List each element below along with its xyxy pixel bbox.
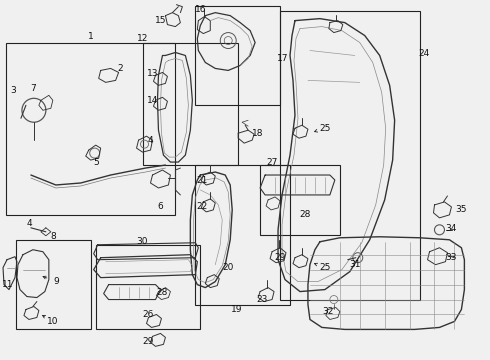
Text: 19: 19	[231, 305, 243, 314]
Text: 5: 5	[93, 158, 98, 167]
Text: 33: 33	[446, 253, 457, 262]
Text: 32: 32	[322, 307, 334, 316]
Text: 22: 22	[196, 202, 208, 211]
Text: 28: 28	[157, 288, 168, 297]
Text: 6: 6	[158, 202, 163, 211]
Text: 8: 8	[50, 232, 56, 241]
Text: 10: 10	[47, 317, 59, 326]
Text: 25: 25	[319, 124, 331, 133]
Text: 34: 34	[446, 224, 457, 233]
Text: 17: 17	[277, 54, 289, 63]
Text: 35: 35	[456, 206, 467, 215]
Text: 7: 7	[30, 84, 36, 93]
Text: 20: 20	[222, 263, 234, 272]
Bar	[16, 240, 91, 329]
Text: 29: 29	[274, 253, 286, 262]
Bar	[196, 165, 290, 305]
Bar	[280, 11, 419, 300]
Bar	[6, 42, 175, 215]
Text: 9: 9	[53, 277, 59, 286]
Text: 14: 14	[147, 96, 158, 105]
Text: 24: 24	[418, 49, 429, 58]
Text: 28: 28	[299, 210, 311, 219]
Text: 18: 18	[252, 129, 264, 138]
Bar	[196, 6, 280, 105]
Text: 27: 27	[267, 158, 278, 167]
Text: 3: 3	[10, 86, 16, 95]
Text: 1: 1	[88, 32, 94, 41]
Text: 29: 29	[143, 337, 154, 346]
Text: 11: 11	[2, 280, 14, 289]
Text: 4: 4	[26, 219, 32, 228]
Bar	[143, 42, 238, 165]
Text: 15: 15	[155, 16, 166, 25]
Text: 31: 31	[349, 260, 361, 269]
Text: 4: 4	[147, 136, 153, 145]
Bar	[96, 245, 200, 329]
Text: 26: 26	[143, 310, 154, 319]
Bar	[260, 165, 340, 235]
Text: 2: 2	[118, 64, 123, 73]
Text: 23: 23	[256, 295, 268, 304]
Text: 30: 30	[137, 237, 148, 246]
Text: 12: 12	[137, 34, 148, 43]
Text: 21: 21	[196, 176, 208, 185]
Text: 13: 13	[147, 69, 158, 78]
Text: 16: 16	[195, 5, 206, 14]
Text: 25: 25	[319, 263, 331, 272]
